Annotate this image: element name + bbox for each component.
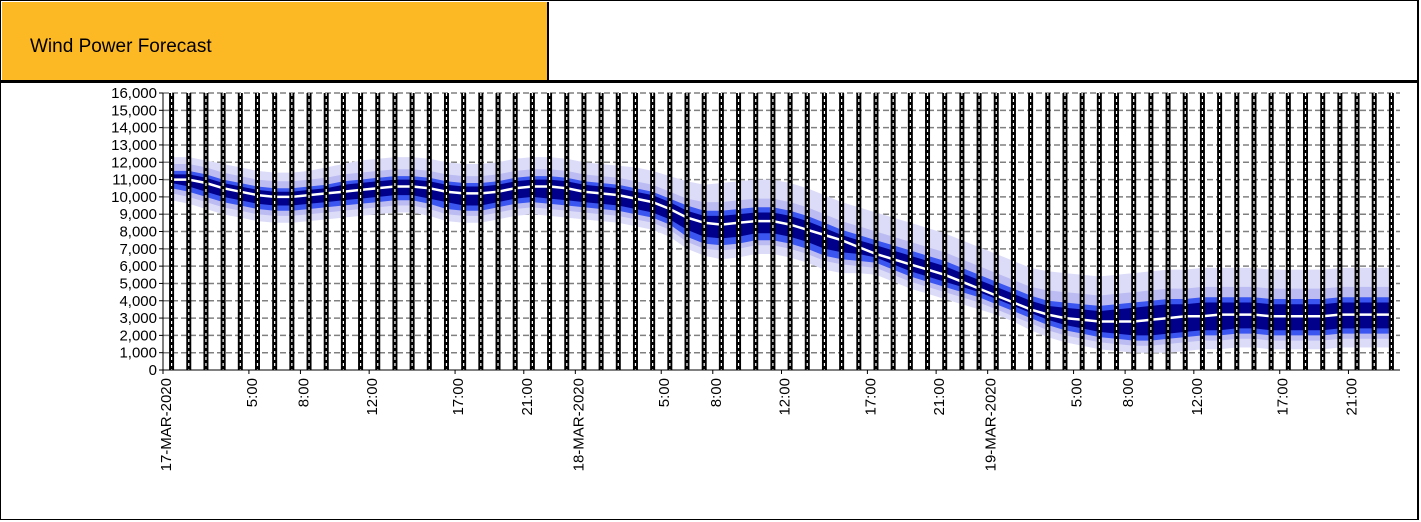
quantile-bands bbox=[171, 157, 1392, 353]
x-tick-label: 17:00 bbox=[1275, 378, 1292, 416]
header-divider bbox=[0, 80, 1419, 83]
y-tick-label: 16,000 bbox=[111, 85, 157, 102]
y-tick-label: 15,000 bbox=[111, 102, 157, 119]
axes: 01,0002,0003,0004,0005,0006,0007,0008,00… bbox=[111, 85, 1400, 471]
median-line bbox=[171, 178, 1392, 323]
x-tick-label: 5:00 bbox=[244, 378, 261, 407]
y-tick-label: 13,000 bbox=[111, 137, 157, 154]
y-tick-label: 6,000 bbox=[119, 258, 157, 275]
x-tick-label: 12:00 bbox=[777, 378, 794, 416]
y-tick-label: 0 bbox=[149, 362, 157, 379]
x-tick-label: 21:00 bbox=[1343, 378, 1360, 416]
x-tick-label: 5:00 bbox=[656, 378, 673, 407]
x-tick-label: 12:00 bbox=[364, 378, 381, 416]
x-tick-label: 12:00 bbox=[1189, 378, 1206, 416]
y-tick-label: 14,000 bbox=[111, 120, 157, 137]
hour-bars bbox=[169, 93, 1394, 370]
x-tick-label: 8:00 bbox=[1120, 378, 1137, 407]
y-tick-label: 12,000 bbox=[111, 154, 157, 171]
x-tick-label: 5:00 bbox=[1069, 378, 1086, 407]
chart-title: Wind Power Forecast bbox=[30, 36, 212, 57]
x-tick-label: 21:00 bbox=[519, 378, 536, 416]
y-tick-label: 3,000 bbox=[119, 310, 157, 327]
x-tick-label: 19-MAR-2020 bbox=[983, 378, 1000, 471]
x-tick-label: 17:00 bbox=[862, 378, 879, 416]
x-tick-label: 17:00 bbox=[450, 378, 467, 416]
y-tick-label: 8,000 bbox=[119, 224, 157, 241]
y-tick-label: 2,000 bbox=[119, 327, 157, 344]
y-tick-label: 4,000 bbox=[119, 293, 157, 310]
x-tick-label: 8:00 bbox=[708, 378, 725, 407]
header-blank-cell bbox=[549, 2, 1417, 81]
y-tick-label: 1,000 bbox=[119, 345, 157, 362]
x-tick-label: 18-MAR-2020 bbox=[570, 378, 587, 471]
y-tick-label: 5,000 bbox=[119, 275, 157, 292]
y-tick-label: 9,000 bbox=[119, 206, 157, 223]
x-tick-label: 17-MAR-2020 bbox=[158, 378, 175, 471]
x-tick-label: 8:00 bbox=[295, 378, 312, 407]
header-title-cell: Wind Power Forecast bbox=[2, 2, 549, 81]
y-tick-label: 11,000 bbox=[112, 172, 157, 189]
x-tick-label: 21:00 bbox=[931, 378, 948, 416]
y-tick-label: 10,000 bbox=[111, 189, 157, 206]
y-tick-label: 7,000 bbox=[119, 241, 157, 258]
